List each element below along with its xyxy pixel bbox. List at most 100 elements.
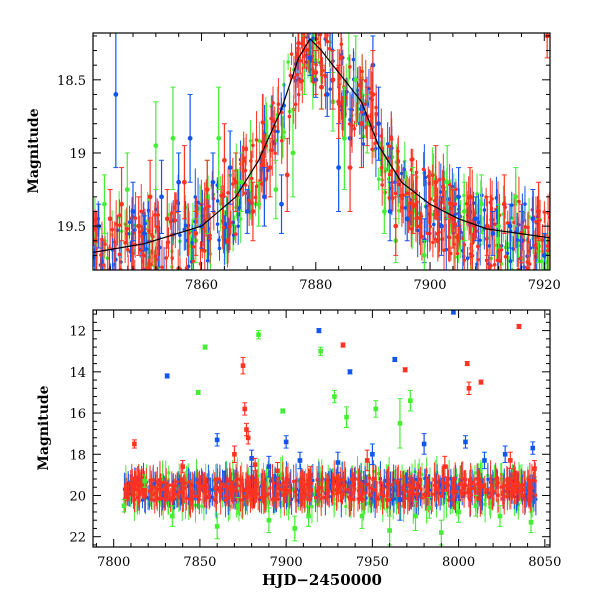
blue-data-point [159, 194, 164, 200]
top-x-tick-label: 7880 [299, 278, 332, 293]
band-point [248, 494, 252, 498]
cloud-point [370, 147, 374, 152]
cloud-point [271, 119, 276, 124]
x-axis-label: HJD−2450000 [262, 571, 382, 589]
cloud-point [417, 224, 422, 229]
band-point [248, 486, 252, 490]
band-point [385, 493, 389, 497]
band-point [214, 492, 218, 496]
band-point [250, 498, 254, 502]
cloud-point [103, 287, 107, 291]
band-point [447, 498, 451, 502]
cloud-point [248, 139, 253, 143]
band-point [327, 489, 331, 493]
band-point [469, 493, 473, 497]
band-point [325, 491, 329, 495]
band-point [125, 495, 129, 499]
band-point [279, 492, 283, 496]
top-panel-frame [92, 32, 551, 271]
band-point [357, 481, 361, 485]
band-point [491, 478, 495, 482]
band-point [170, 496, 174, 500]
cloud-point [94, 273, 98, 277]
cloud-point [415, 228, 420, 233]
cloud-point [145, 274, 149, 278]
band-point [496, 481, 500, 485]
cloud-point [478, 238, 482, 243]
blue-data-point [502, 451, 508, 457]
blue-data-point [482, 458, 487, 463]
band-point [184, 500, 188, 504]
green-data-point [235, 503, 241, 509]
cloud-point [515, 238, 520, 242]
cloud-point [389, 135, 393, 139]
cloud-point [387, 172, 392, 177]
band-point [472, 480, 476, 484]
cloud-point [153, 213, 157, 217]
bottom-x-tick-label: 7850 [183, 555, 216, 570]
cloud-point [503, 254, 508, 259]
cloud-point [106, 285, 110, 289]
band-point [357, 489, 361, 493]
band-point [265, 481, 269, 485]
band-point [175, 480, 179, 484]
band-point [526, 477, 530, 481]
band-point [424, 495, 428, 499]
green-data-point [341, 135, 347, 141]
band-point [303, 494, 307, 498]
blue-data-point [142, 231, 147, 236]
band-point [281, 493, 285, 497]
cloud-point [323, 73, 327, 78]
blue-data-point [130, 209, 136, 214]
band-point [197, 481, 201, 485]
band-point [133, 478, 137, 482]
cloud-point [361, 142, 366, 146]
band-point [134, 480, 138, 484]
green-data-point [444, 179, 450, 185]
band-point [373, 477, 377, 481]
band-point [213, 478, 217, 482]
band-point [172, 487, 176, 491]
cloud-point [196, 200, 200, 205]
band-point [322, 495, 326, 499]
band-point [365, 482, 369, 486]
band-point [435, 486, 439, 490]
cloud-point [147, 267, 152, 270]
green-data-point [202, 344, 208, 350]
band-point [161, 494, 165, 498]
cloud-point [439, 190, 443, 194]
band-point [419, 487, 423, 491]
red-data-point [330, 77, 336, 83]
band-point [282, 481, 286, 485]
blue-data-point [113, 92, 119, 97]
band-point [381, 496, 385, 500]
cloud-point [117, 252, 122, 257]
cloud-point [409, 227, 414, 231]
cloud-point [99, 253, 103, 257]
band-point [509, 486, 513, 490]
cloud-point [421, 167, 426, 172]
cloud-point [112, 240, 117, 244]
cloud-point [415, 200, 419, 204]
band-point [238, 484, 242, 488]
band-point [218, 485, 222, 489]
band-point [279, 473, 283, 477]
band-point [368, 492, 372, 496]
green-data-point [421, 252, 427, 258]
cloud-point [494, 196, 499, 200]
bottom-x-tick-label: 7950 [356, 555, 389, 570]
cloud-point [221, 225, 226, 230]
band-point [486, 477, 490, 481]
band-point [220, 489, 224, 493]
band-point [298, 498, 302, 502]
band-point [186, 476, 190, 480]
bottom-y-tick-label: 20 [69, 489, 86, 504]
band-point [502, 484, 506, 488]
cloud-point [149, 262, 153, 267]
band-point [510, 490, 514, 494]
red-data-point [467, 194, 473, 200]
cloud-point [276, 102, 281, 107]
band-point [350, 477, 354, 481]
band-point [477, 480, 481, 484]
